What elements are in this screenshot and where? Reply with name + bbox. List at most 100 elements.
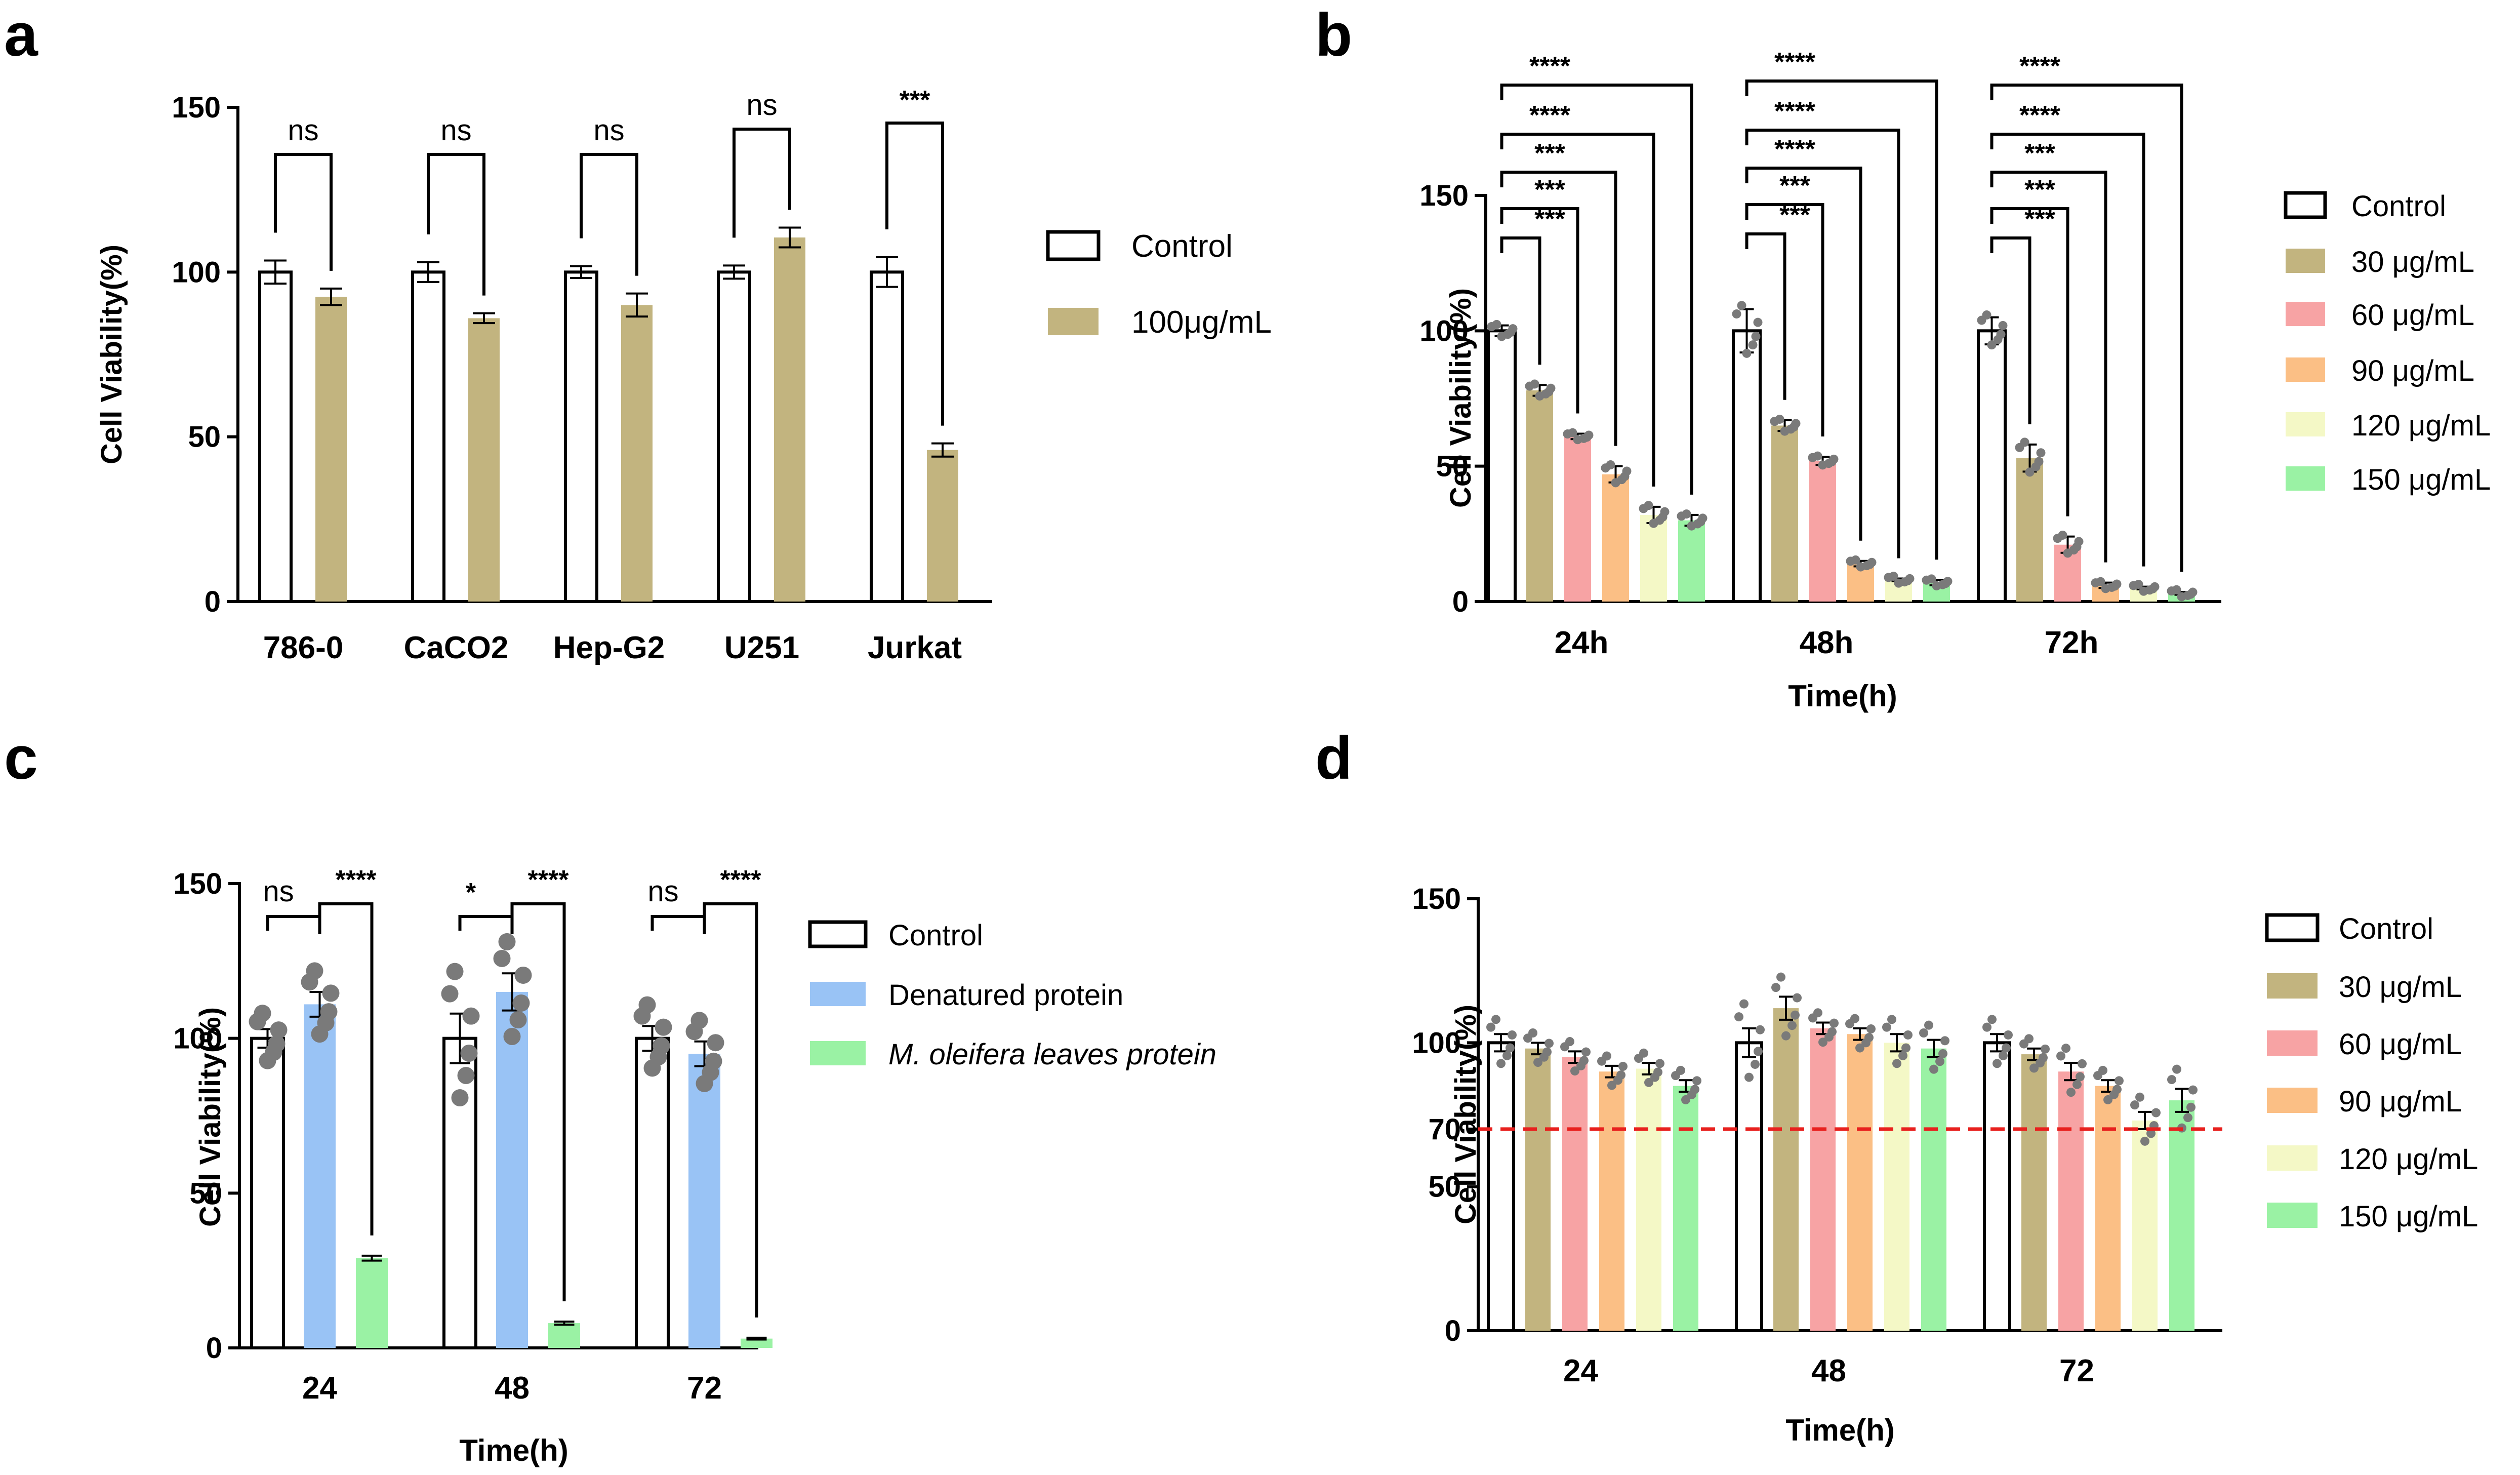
significance-label: **** [720,865,762,895]
legend-a: Control 100μg/mL [1046,229,1272,340]
data-point [1506,1043,1515,1053]
category-label: 72 [687,1371,722,1406]
significance-label: *** [2024,139,2055,168]
legend-d: Control 30 μg/mL 60 μg/mL 90 μg/mL 120 μg/mL… [2265,912,2478,1233]
data-point [1780,426,1790,436]
data-point [2098,1065,2107,1075]
data-point [1579,1056,1589,1065]
legend-b: Control 30 μg/mL 60 μg/mL 90 μg/mL 120 μg/mL… [2284,190,2491,496]
y-tick-label-a: 100 [172,256,221,289]
category-label: Jurkat [868,630,962,665]
bar-0-24 [1487,1041,1515,1332]
bar-3-72 [2095,1086,2121,1331]
panel-letter-d: d [1315,724,1352,792]
data-point [493,949,511,967]
bar-30gmL-48h [1771,425,1798,602]
data-point [1544,1039,1554,1048]
legend-swatch [810,1041,866,1065]
bar-100ug-Jurkat [927,450,958,602]
data-point [2130,1100,2139,1110]
data-point [1568,428,1577,437]
data-point [1692,1076,1701,1086]
bar-0-72 [1983,1041,2011,1332]
data-point [1530,379,1539,389]
data-point [1573,435,1582,445]
legend-swatch [810,982,866,1006]
bar-3-24 [1599,1071,1624,1331]
bar-control-U251 [717,270,751,603]
significance-bracket [1745,129,1900,559]
significance-label: **** [528,865,570,895]
data-point [2151,1108,2161,1118]
data-point [1940,1036,1949,1046]
significance-bracket-label: ns [593,114,624,147]
data-point [1611,478,1620,488]
data-point [1602,1051,1611,1061]
data-point [1620,471,1630,481]
bar-1-24 [304,1004,336,1348]
data-point [1533,1058,1542,1067]
data-point [2072,542,2082,551]
y-tick-label-d: 70 [1428,1113,1461,1146]
y-tick-label-d: 0 [1445,1314,1461,1347]
significance-label: **** [1774,48,1816,77]
data-point [2056,1051,2065,1061]
legend-swatch [2286,302,2325,326]
category-label: Hep-G2 [553,630,665,665]
y-tick-label-d: 150 [1412,883,1461,915]
bar-100ug-U251 [774,237,805,602]
y-axis-label-c: Cell Viability(%) [194,1007,227,1227]
y-tick-label-b: 150 [1419,179,1469,212]
data-point [1856,562,1865,572]
data-point [1827,457,1837,467]
legend-swatch [2286,466,2325,491]
data-point [1789,422,1799,432]
data-point [1827,1027,1837,1037]
significance-label: **** [1774,97,1816,126]
data-point [2103,1095,2112,1104]
category-label: CaCO2 [404,630,509,665]
data-point [1751,332,1761,341]
data-point [1894,578,1903,588]
data-point [2146,1129,2156,1138]
bar-4-24 [1636,1068,1661,1331]
data-point [1898,1051,1907,1060]
data-point [1929,1064,1938,1074]
x-axis-label-c: Time(h) [459,1433,568,1467]
data-point [1753,317,1763,327]
data-point [707,1034,724,1052]
significance-label: *** [1534,175,1565,205]
significance-label: * [466,878,476,907]
y-axis-label-b: Cell Viability(%) [1444,288,1477,508]
data-point [306,962,323,980]
data-point [1851,555,1860,565]
bar-2-72 [741,1338,773,1348]
data-point [2004,1030,2013,1040]
data-point [1987,1015,1997,1024]
data-point [1676,1065,1685,1075]
bar-100ug-CaCO2 [468,318,500,602]
bar-5-48 [1921,1048,1946,1331]
data-point [1506,328,1516,337]
category-label: 72 [2059,1353,2094,1388]
significance-bracket [1990,207,2069,516]
data-point [1606,460,1615,469]
significance-label: *** [2024,175,2055,205]
significance-bracket [651,915,706,931]
significance-bracket [1500,236,1541,365]
data-point [1486,1022,1495,1032]
significance-bracket [274,153,333,271]
significance-bracket-label: ns [746,89,777,122]
bar-0-72 [635,1037,670,1350]
legend-label: 60 μg/mL [2339,1028,2462,1061]
data-point [1993,1059,2002,1068]
data-point [460,1045,478,1062]
y-tick-label-d: 50 [1428,1171,1461,1204]
data-point [1687,521,1696,531]
significance-label: **** [336,865,377,895]
data-point [270,1021,288,1039]
y-axis-label-a: Cell Viability(%) [95,245,128,464]
y-tick-label-c: 150 [173,867,222,900]
data-point [1607,1081,1616,1090]
